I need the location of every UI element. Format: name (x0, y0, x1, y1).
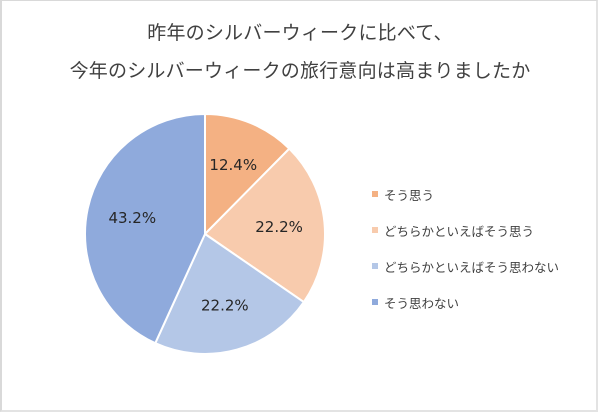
slice-value-label: 43.2% (108, 209, 156, 227)
legend-label: そう思う (384, 187, 435, 203)
slice-somewhat-agree (203, 147, 326, 304)
legend-swatch-icon (372, 299, 378, 305)
legend-swatch-icon (372, 191, 378, 197)
legend-swatch-icon (372, 263, 378, 269)
legend-item: そう思わない (372, 284, 559, 320)
legend-item: どちらかといえばそう思う (372, 212, 559, 248)
legend: そう思う どちらかといえばそう思う どちらかといえばそう思わない そう思わない (372, 176, 559, 320)
legend-item: どちらかといえばそう思わない (372, 248, 559, 284)
slice-disagree (84, 112, 206, 345)
legend-item: そう思う (372, 176, 559, 212)
legend-label: そう思わない (384, 295, 460, 311)
legend-label: どちらかといえばそう思わない (384, 259, 560, 275)
slice-value-label: 22.2% (255, 218, 303, 236)
slice-agree (204, 112, 291, 237)
slice-value-label: 22.2% (201, 297, 249, 315)
legend-swatch-icon (372, 227, 378, 233)
legend-label: どちらかといえばそう思う (384, 223, 535, 239)
slice-value-label: 12.4% (209, 156, 257, 174)
chart-title-line-2: 今年のシルバーウィークの旅行意向は高まりましたか (69, 60, 531, 82)
chart-title-line-1: 昨年のシルバーウィークに比べて、 (147, 22, 453, 44)
